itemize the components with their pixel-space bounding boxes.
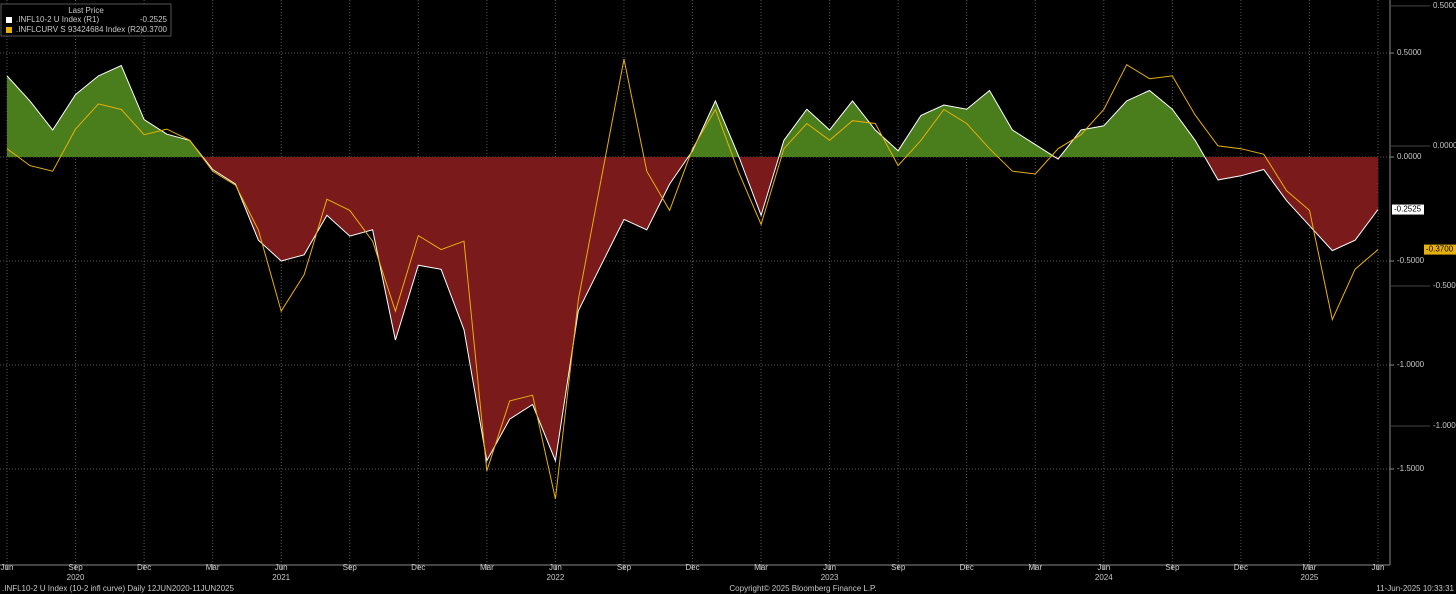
x-year-label: 2024 <box>1095 573 1113 582</box>
x-tick-label: Dec <box>960 563 974 572</box>
x-tick-label: Mar <box>1303 563 1317 572</box>
x-tick-label: Jun <box>1 563 14 572</box>
x-tick-label: Dec <box>1234 563 1248 572</box>
legend-title: Last Price <box>68 6 104 15</box>
area-negative <box>7 157 1378 461</box>
x-year-label: 2025 <box>1301 573 1319 582</box>
x-tick-label: Sep <box>343 563 358 572</box>
legend-swatch <box>6 27 12 33</box>
legend-value: -0.2525 <box>140 15 168 24</box>
last-price-tag <box>1392 204 1424 215</box>
axes: 0.5000 0.0000 -0.5000 -1.0000 -1.5000 0.5000 0… <box>0 0 1456 582</box>
x-tick-label: Sep <box>891 563 906 572</box>
x-tick-label: Jun <box>1097 563 1110 572</box>
x-year-label: 2020 <box>67 573 85 582</box>
footer-center: Copyright© 2025 Bloomberg Finance L.P. <box>729 584 876 593</box>
y-tick-label: 0.0000 <box>1397 152 1422 161</box>
plot-area <box>6 59 1379 500</box>
x-tick-label: Jun <box>275 563 288 572</box>
area-positive <box>7 65 1205 157</box>
footer-left: .INFL10-2 U Index (10-2 infl curve) Dail… <box>2 584 235 593</box>
footer-right: 11-Jun-2025 10:33:31 <box>1376 584 1454 593</box>
last-price-tag <box>1424 244 1456 255</box>
x-tick-label: Sep <box>1165 563 1180 572</box>
legend-label: .INFL10-2 U Index (R1) <box>16 15 99 24</box>
x-tick-label: Mar <box>1028 563 1042 572</box>
legend-label: .INFLCURV S 93424684 Index (R2) <box>16 25 143 34</box>
x-tick-label: Mar <box>206 563 220 572</box>
y2-tick-label: -0.5000 <box>1433 281 1456 290</box>
line <box>6 64 1379 463</box>
legend-box <box>0 3 172 37</box>
x-tick-label: Sep <box>617 563 632 572</box>
x-year-label: 2021 <box>272 573 290 582</box>
x-tick-label: Jun <box>549 563 562 572</box>
y2-tick-label: 0.5000 <box>1433 1 1456 10</box>
y-tick-label: 0.5000 <box>1397 48 1422 57</box>
x-tick-label: Jun <box>823 563 836 572</box>
y-tick-label: -1.5000 <box>1397 464 1425 473</box>
x-year-label: 2023 <box>821 573 839 582</box>
last-price-label: -0.3700 <box>1426 245 1454 254</box>
y-tick-label: -1.0000 <box>1397 360 1425 369</box>
x-year-label: 2022 <box>547 573 565 582</box>
x-tick-label: Dec <box>137 563 151 572</box>
x-tick-label: Dec <box>411 563 425 572</box>
x-tick-label: Dec <box>685 563 699 572</box>
y2-tick-label: -1.0000 <box>1433 421 1456 430</box>
legend-swatch <box>6 17 12 23</box>
x-tick-label: Jun <box>1372 563 1385 572</box>
y-tick-label: -0.5000 <box>1397 256 1425 265</box>
last-price-label: -0.2525 <box>1394 205 1422 214</box>
legend: Last Price .INFL10-2 U Index (R1) -0.2525… <box>0 3 172 37</box>
grid <box>0 0 1390 565</box>
x-tick-label: Mar <box>480 563 494 572</box>
x-tick-label: Sep <box>68 563 83 572</box>
legend-value: -0.3700 <box>140 25 168 34</box>
x-tick-label: Mar <box>754 563 768 572</box>
y2-tick-label: 0.0000 <box>1433 141 1456 150</box>
line <box>6 59 1379 500</box>
